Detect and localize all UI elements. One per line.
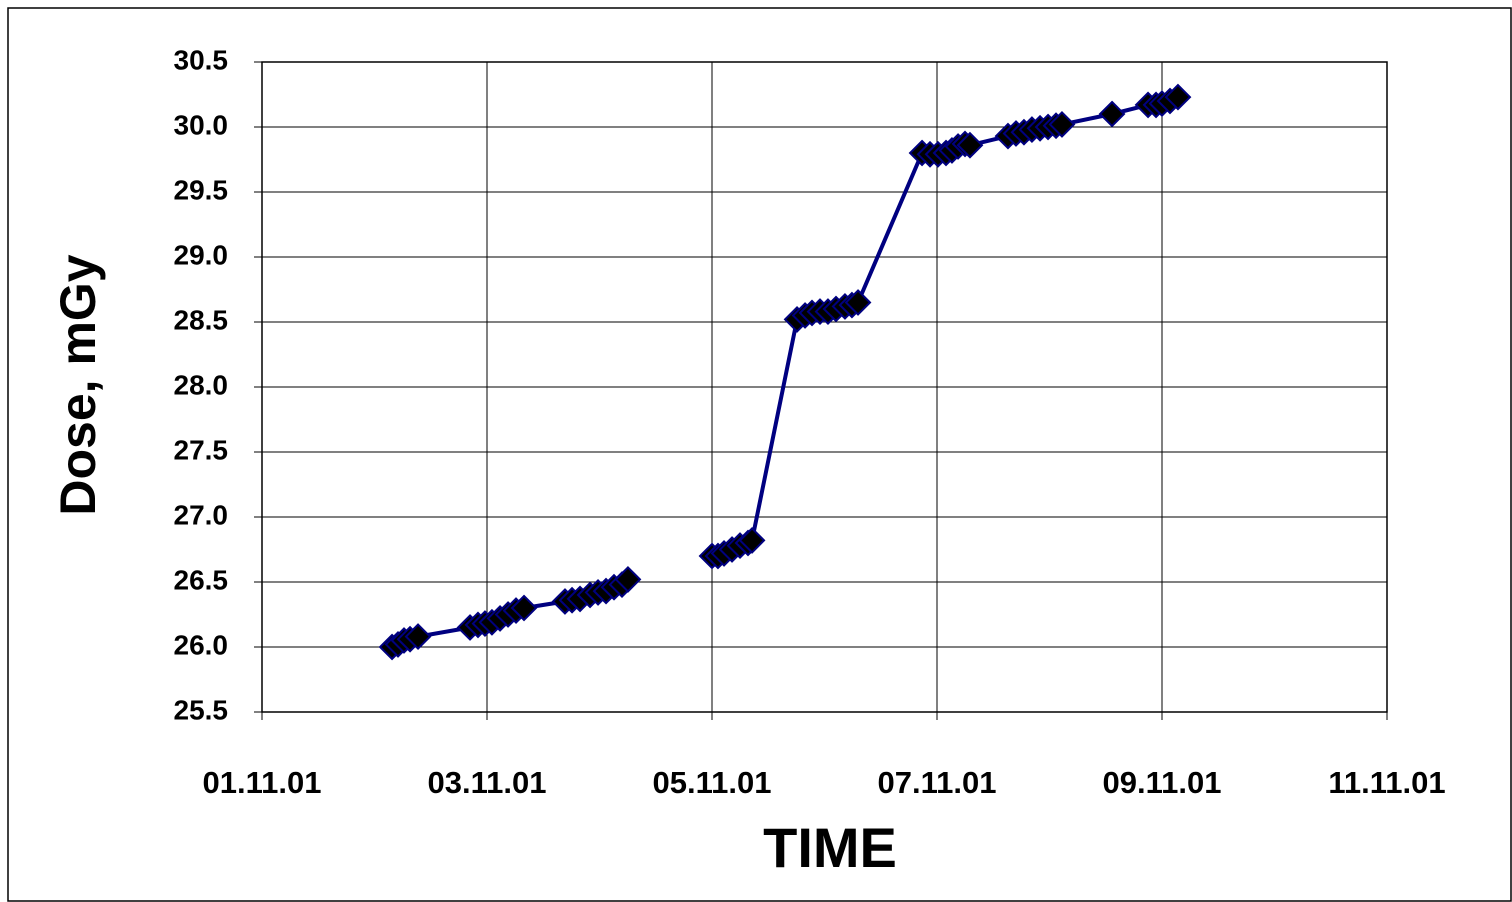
x-tick-label: 09.11.01 [1103,765,1222,800]
y-tick-label: 28.5 [174,304,229,335]
data-point [404,623,432,651]
data-point [1164,83,1192,111]
x-tick-label: 11.11.01 [1328,765,1445,800]
y-tick-label: 30.0 [174,109,229,140]
y-tick-label: 27.0 [174,499,229,530]
data-point [614,565,642,593]
chart-frame [7,7,1512,902]
data-point [844,289,872,316]
data-point [738,526,766,554]
plot-border [261,61,1388,713]
data-point [510,594,538,622]
x-axis-title: TIME [763,816,897,879]
y-axis-title: Dose, mGy [50,254,106,515]
y-tick-label: 26.0 [174,629,229,660]
x-tick-label: 03.11.01 [428,765,547,800]
y-tick-label: 27.5 [174,434,229,465]
y-tick-label: 26.5 [174,564,229,595]
x-tick-label: 01.11.01 [203,765,322,800]
data-point [956,131,984,159]
data-point [1048,110,1076,138]
y-tick-label: 28.0 [174,369,229,400]
y-tick-label: 25.5 [174,694,229,725]
y-tick-label: 29.0 [174,239,229,270]
y-tick-label: 29.5 [174,174,229,205]
x-tick-label: 07.11.01 [878,765,997,800]
x-tick-label: 05.11.01 [653,765,772,800]
data-point [1098,100,1126,128]
y-tick-label: 30.5 [174,44,229,75]
